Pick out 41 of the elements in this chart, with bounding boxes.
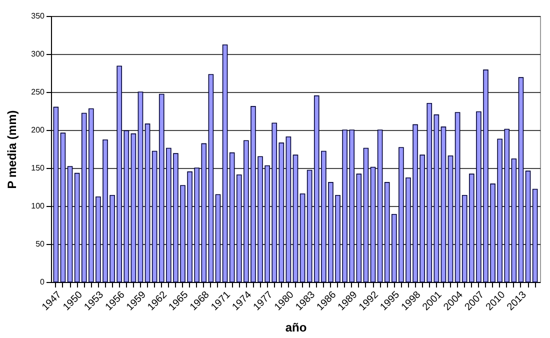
x-axis-title: año — [285, 320, 307, 334]
y-tick-label: 250 — [31, 88, 46, 96]
bar — [448, 155, 454, 282]
bar — [525, 170, 531, 282]
bar — [384, 182, 390, 282]
bar — [152, 150, 158, 282]
bar — [67, 166, 73, 282]
bar — [278, 142, 284, 282]
bar — [532, 188, 538, 282]
bar — [518, 77, 524, 282]
y-tick-label: 100 — [31, 202, 46, 210]
bar — [138, 92, 144, 282]
bar — [215, 194, 221, 282]
bar — [229, 152, 235, 282]
bar — [363, 148, 369, 282]
bar — [370, 166, 376, 282]
y-tick-label: 200 — [31, 126, 46, 134]
bar — [300, 193, 306, 282]
y-tick-label: 350 — [31, 12, 46, 20]
bar — [53, 106, 59, 282]
bar — [286, 136, 292, 282]
bar — [144, 124, 150, 282]
bar — [74, 172, 80, 282]
bar — [201, 143, 207, 282]
y-axis-title: P media (mm) — [5, 110, 20, 189]
bar — [511, 158, 517, 282]
bar — [292, 154, 298, 282]
bar — [440, 126, 446, 282]
y-tick-label: 50 — [36, 240, 46, 248]
y-tick-label: 150 — [31, 164, 46, 172]
bar — [60, 132, 66, 282]
bar — [222, 44, 228, 282]
bar — [356, 174, 362, 282]
bar — [434, 114, 440, 282]
bar — [208, 74, 214, 282]
y-tick-label: 0 — [40, 278, 46, 286]
bar — [130, 133, 136, 282]
bar — [306, 170, 312, 282]
bar — [377, 130, 383, 282]
y-tick-label: 300 — [31, 50, 46, 58]
bar — [454, 112, 460, 282]
